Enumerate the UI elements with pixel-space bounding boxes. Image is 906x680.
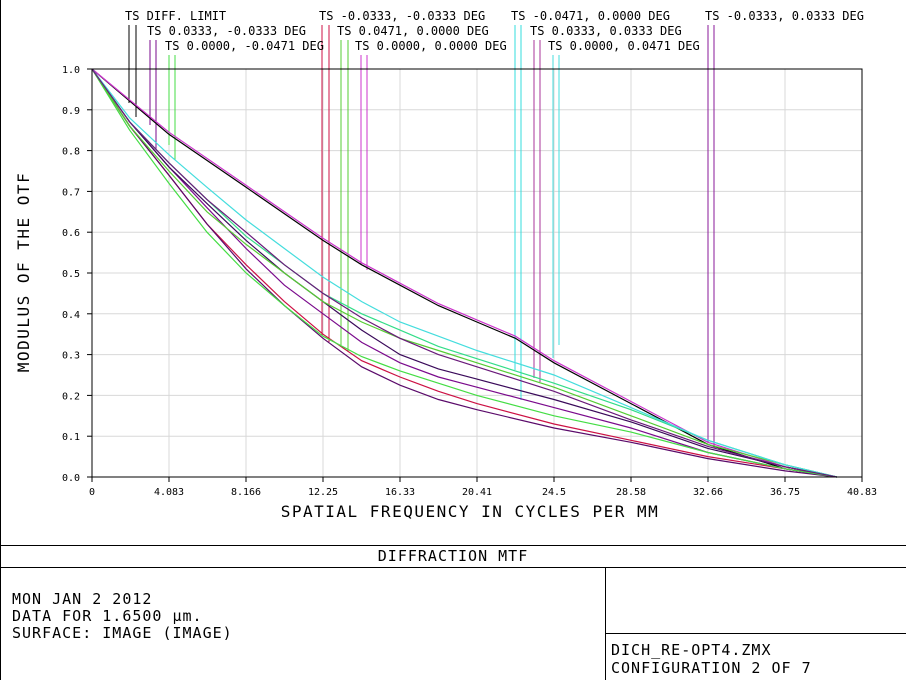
lens-file-name: DICH_RE-OPT4.ZMX xyxy=(611,641,772,659)
mtf-curve xyxy=(91,68,837,478)
footer-divider xyxy=(605,567,606,680)
x-tick-label: 12.25 xyxy=(308,487,338,498)
x-tick-label: 20.41 xyxy=(462,487,492,498)
surface-text: SURFACE: IMAGE (IMAGE) xyxy=(12,624,233,642)
legend-markers xyxy=(128,25,715,448)
y-tick-label: 0.9 xyxy=(62,106,80,117)
tick-labels: 0 4.083 8.166 12.25 16.33 20.41 24.5 28.58 32.66… xyxy=(62,65,877,498)
footer-divider xyxy=(605,633,906,634)
report-title: DIFFRACTION MTF xyxy=(377,547,529,565)
y-tick-label: 0.5 xyxy=(62,269,80,280)
report-date: MON JAN 2 2012 xyxy=(12,590,153,608)
x-tick-label: 28.58 xyxy=(616,487,646,498)
footer-divider xyxy=(0,567,906,568)
mtf-chart: 0 4.083 8.166 12.25 16.33 20.41 24.5 28.58 32.66… xyxy=(14,9,877,521)
legend-entry: TS 0.0333, 0.0333 DEG xyxy=(530,24,682,38)
legend-entry: TS -0.0333, 0.0333 DEG xyxy=(705,9,864,23)
y-tick-label: 0.3 xyxy=(62,351,80,362)
mtf-curve xyxy=(91,68,838,478)
configuration-text: CONFIGURATION 2 OF 7 xyxy=(611,659,812,677)
y-tick-label: 0.8 xyxy=(62,147,80,158)
legend-entry: TS 0.0000, -0.0471 DEG xyxy=(165,39,324,53)
plot-frame xyxy=(91,68,863,478)
y-tick-label: 0.6 xyxy=(62,228,80,239)
y-tick-label: 1.0 xyxy=(62,65,80,76)
y-axis-label: MODULUS OF THE OTF xyxy=(14,172,33,372)
y-tick-label: 0.0 xyxy=(62,473,80,484)
frame-border xyxy=(0,0,1,680)
y-tick-label: 0.1 xyxy=(62,432,80,443)
series-lines xyxy=(91,68,838,478)
mtf-curve xyxy=(91,68,838,478)
x-tick-label: 8.166 xyxy=(231,487,261,498)
x-axis-label: SPATIAL FREQUENCY IN CYCLES PER MM xyxy=(281,502,660,521)
legend-entry: TS -0.0333, -0.0333 DEG xyxy=(319,9,485,23)
x-tick-label: 24.5 xyxy=(542,487,566,498)
legend-entry: TS 0.0000, 0.0471 DEG xyxy=(548,39,700,53)
x-tick-label: 16.33 xyxy=(385,487,415,498)
legend-entry: TS 0.0471, 0.0000 DEG xyxy=(337,24,489,38)
y-tick-label: 0.7 xyxy=(62,187,80,198)
wavelength-text: DATA FOR 1.6500 µm. xyxy=(12,607,203,625)
x-tick-label: 4.083 xyxy=(154,487,184,498)
x-tick-label: 40.83 xyxy=(847,487,877,498)
axes xyxy=(91,68,863,478)
legend-entry: TS DIFF. LIMIT xyxy=(125,9,226,23)
footer-divider xyxy=(0,545,906,546)
x-tick-label: 36.75 xyxy=(770,487,800,498)
mtf-curve xyxy=(91,68,837,478)
y-tick-label: 0.4 xyxy=(62,310,80,321)
mtf-curve xyxy=(91,68,837,478)
legend-entry: TS 0.0333, -0.0333 DEG xyxy=(147,24,306,38)
legend-entry: TS 0.0000, 0.0000 DEG xyxy=(355,39,507,53)
x-tick-label: 0 xyxy=(89,487,95,498)
x-tick-label: 32.66 xyxy=(693,487,723,498)
mtf-curve xyxy=(91,68,837,478)
grid xyxy=(87,68,863,482)
mtf-curve xyxy=(91,68,838,478)
legend-entry: TS -0.0471, 0.0000 DEG xyxy=(511,9,670,23)
mtf-curve xyxy=(91,68,838,478)
y-tick-label: 0.2 xyxy=(62,391,80,402)
